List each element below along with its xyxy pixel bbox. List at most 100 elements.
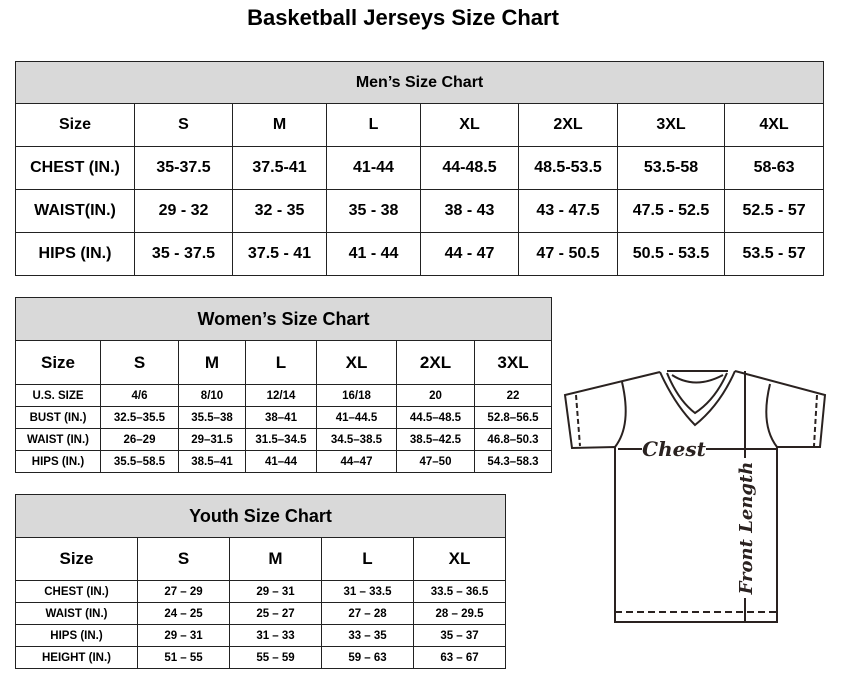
table-cell: 35.5–58.5 — [100, 450, 179, 473]
table-cell: 29 – 31 — [229, 580, 322, 603]
header-cell: Size — [15, 340, 101, 385]
table-cell: 54.3–58.3 — [473, 450, 553, 473]
table-cell: 48.5-53.5 — [518, 146, 618, 190]
header-cell: XL — [420, 103, 519, 147]
table-row: HIPS (IN.) 35.5–58.5 38.5–41 41–44 44–47 47–5… — [15, 450, 553, 473]
row-label: WAIST (IN.) — [15, 602, 138, 625]
chest-label: Chest — [642, 437, 706, 461]
table-cell: 29–31.5 — [178, 428, 246, 451]
womens-size-table: Women’s Size Chart Size S M L XL 2XL 3XL U.S. SI… — [14, 297, 553, 473]
row-label: U.S. SIZE — [15, 384, 101, 407]
header-cell: S — [137, 537, 230, 581]
table-row: WAIST (IN.) 26–29 29–31.5 31.5–34.5 34.5–38.… — [15, 428, 553, 451]
row-label: BUST (IN.) — [15, 406, 101, 429]
table-row: U.S. SIZE 4/6 8/10 12/14 16/18 20 22 — [15, 384, 553, 407]
table-cell: 25 – 27 — [229, 602, 322, 625]
youth-size-table: Youth Size Chart Size S M L XL CHEST (IN.) 27 –… — [14, 494, 507, 669]
table-cell: 27 – 28 — [321, 602, 414, 625]
header-cell: M — [232, 103, 327, 147]
table-cell: 34.5–38.5 — [316, 428, 397, 451]
header-row: Size S M L XL 2XL 3XL — [15, 340, 553, 385]
table-cell: 51 – 55 — [137, 646, 230, 669]
table-cell: 53.5-58 — [617, 146, 725, 190]
header-cell: L — [321, 537, 414, 581]
table-cell: 44 - 47 — [420, 232, 519, 276]
header-cell: M — [178, 340, 246, 385]
table-cell: 12/14 — [245, 384, 317, 407]
table-cell: 27 – 29 — [137, 580, 230, 603]
row-label: CHEST (IN.) — [15, 580, 138, 603]
table-cell: 38–41 — [245, 406, 317, 429]
table-cell: 43 - 47.5 — [518, 189, 618, 233]
table-row: HIPS (IN.) 35 - 37.5 37.5 - 41 41 - 44 44 - … — [15, 232, 825, 276]
front-length-label: Front Length — [736, 462, 757, 596]
table-cell: 38 - 43 — [420, 189, 519, 233]
table-cell: 63 – 67 — [412, 646, 507, 669]
header-cell: 3XL — [617, 103, 725, 147]
table-cell: 52.8–56.5 — [473, 406, 553, 429]
table-cell: 35 - 37.5 — [134, 232, 233, 276]
table-cell: 31.5–34.5 — [245, 428, 317, 451]
table-row: WAIST(IN.) 29 - 32 32 - 35 35 - 38 38 - 43 43… — [15, 189, 825, 233]
table-cell: 55 – 59 — [229, 646, 322, 669]
header-cell: L — [326, 103, 421, 147]
table-cell: 37.5-41 — [232, 146, 327, 190]
table-cell: 29 - 32 — [134, 189, 233, 233]
table-cell: 33 – 35 — [321, 624, 414, 647]
header-row: Size S M L XL 2XL 3XL 4XL — [15, 103, 825, 147]
table-cell: 47.5 - 52.5 — [617, 189, 725, 233]
page-title: Basketball Jerseys Size Chart — [247, 5, 559, 30]
table-cell: 32 - 35 — [232, 189, 327, 233]
row-label: WAIST(IN.) — [15, 189, 135, 233]
table-cell: 41–44 — [245, 450, 317, 473]
row-label: WAIST (IN.) — [15, 428, 101, 451]
table-cell: 47–50 — [396, 450, 475, 473]
table-cell: 29 – 31 — [137, 624, 230, 647]
table-cell: 35.5–38 — [178, 406, 246, 429]
row-label: CHEST (IN.) — [15, 146, 135, 190]
mens-size-table: Men’s Size Chart Size S M L XL 2XL 3XL 4XL CHEST … — [14, 61, 825, 276]
header-row: Size S M L XL — [15, 537, 507, 581]
t-shirt-icon: Chest Front Length — [563, 370, 827, 623]
header-cell: Size — [15, 103, 135, 147]
table-cell: 20 — [396, 384, 475, 407]
table-cell: 35 – 37 — [412, 624, 507, 647]
header-cell: M — [229, 537, 322, 581]
table-cell: 41-44 — [326, 146, 421, 190]
header-cell: 2XL — [518, 103, 618, 147]
table-cell: 38.5–42.5 — [396, 428, 475, 451]
header-cell: L — [245, 340, 317, 385]
table-cell: 22 — [473, 384, 553, 407]
table-cell: 4/6 — [100, 384, 179, 407]
table-cell: 58-63 — [723, 146, 825, 190]
table-cell: 35-37.5 — [134, 146, 233, 190]
table-caption: Men’s Size Chart — [14, 61, 825, 104]
header-cell: 3XL — [473, 340, 553, 385]
table-cell: 47 - 50.5 — [518, 232, 618, 276]
table-cell: 50.5 - 53.5 — [617, 232, 725, 276]
table-cell: 46.8–50.3 — [473, 428, 553, 451]
row-label: HIPS (IN.) — [15, 232, 135, 276]
row-label: HEIGHT (IN.) — [15, 646, 138, 669]
header-cell: S — [134, 103, 233, 147]
table-cell: 31 – 33.5 — [321, 580, 414, 603]
header-cell: S — [100, 340, 179, 385]
table-cell: 41–44.5 — [316, 406, 397, 429]
table-cell: 32.5–35.5 — [100, 406, 179, 429]
header-cell: XL — [316, 340, 397, 385]
row-label: HIPS (IN.) — [15, 450, 101, 473]
table-caption: Youth Size Chart — [14, 494, 507, 538]
table-cell: 44-48.5 — [420, 146, 519, 190]
table-cell: 41 - 44 — [326, 232, 421, 276]
table-cell: 59 – 63 — [321, 646, 414, 669]
header-cell: XL — [412, 537, 507, 581]
table-row: HEIGHT (IN.) 51 – 55 55 – 59 59 – 63 63 – 67 — [15, 646, 507, 669]
header-cell: Size — [15, 537, 138, 581]
table-cell: 52.5 - 57 — [723, 189, 825, 233]
table-row: CHEST (IN.) 35-37.5 37.5-41 41-44 44-48.5 48.… — [15, 146, 825, 190]
table-cell: 33.5 – 36.5 — [412, 580, 507, 603]
table-cell: 44.5–48.5 — [396, 406, 475, 429]
table-cell: 44–47 — [316, 450, 397, 473]
table-cell: 26–29 — [100, 428, 179, 451]
